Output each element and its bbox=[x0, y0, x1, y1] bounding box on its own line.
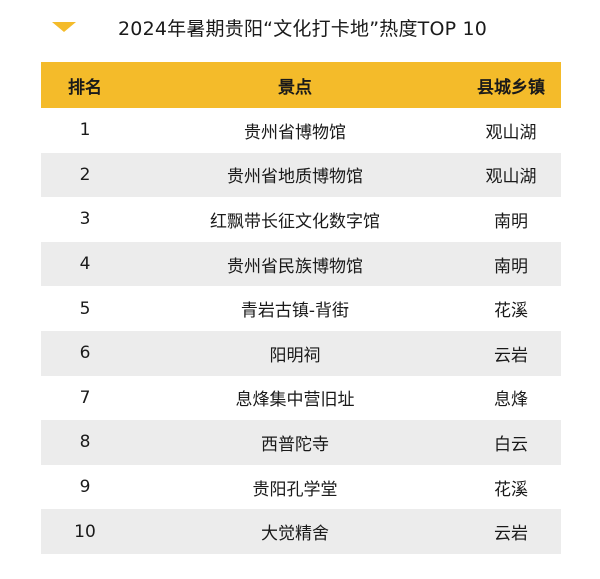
table-row: 6 阳明祠 云岩 bbox=[41, 330, 561, 376]
cell-spot: 西普陀寺 bbox=[261, 434, 329, 455]
cell-rank: 5 bbox=[79, 298, 91, 319]
cell-rank: 10 bbox=[74, 521, 96, 542]
cell-rank: 4 bbox=[79, 254, 91, 275]
table-row: 1 贵州省博物馆 观山湖 bbox=[41, 108, 561, 153]
cell-spot: 红飘带长征文化数字馆 bbox=[210, 211, 380, 232]
cell-spot: 青岩古镇-背街 bbox=[240, 301, 350, 322]
title-bar: 2024年暑期贵阳“文化打卡地”热度TOP 10 bbox=[0, 0, 600, 60]
cell-district: 息烽 bbox=[494, 390, 528, 411]
cell-spot: 贵州省民族博物馆 bbox=[227, 256, 363, 277]
cell-district: 观山湖 bbox=[485, 122, 537, 143]
triangle-marker-icon bbox=[52, 22, 76, 32]
cell-district: 云岩 bbox=[494, 345, 528, 366]
cell-spot: 大觉精舍 bbox=[261, 524, 329, 545]
table-row: 4 贵州省民族博物馆 南明 bbox=[41, 241, 561, 287]
header-district: 县城乡镇 bbox=[477, 77, 545, 98]
cell-spot: 贵阳孔学堂 bbox=[252, 479, 338, 500]
cell-district: 云岩 bbox=[494, 524, 528, 545]
cell-district: 花溪 bbox=[494, 479, 528, 500]
cell-spot: 贵州省地质博物馆 bbox=[227, 167, 363, 188]
table-row: 8 西普陀寺 白云 bbox=[41, 420, 561, 465]
cell-district: 南明 bbox=[494, 211, 528, 232]
cell-rank: 8 bbox=[79, 432, 91, 453]
cell-rank: 1 bbox=[79, 120, 91, 141]
table-row: 2 贵州省地质博物馆 观山湖 bbox=[41, 152, 561, 198]
cell-district: 花溪 bbox=[494, 301, 528, 322]
cell-district: 白云 bbox=[494, 434, 528, 455]
cell-spot: 息烽集中营旧址 bbox=[235, 390, 355, 411]
table-row: 9 贵阳孔学堂 花溪 bbox=[41, 465, 561, 510]
cell-district: 观山湖 bbox=[485, 167, 537, 188]
table-row: 3 红飘带长征文化数字馆 南明 bbox=[41, 197, 561, 242]
table-header: 排名 景点 县城乡镇 bbox=[41, 62, 561, 108]
header-spot: 景点 bbox=[278, 77, 312, 98]
cell-rank: 3 bbox=[79, 209, 91, 230]
cell-rank: 2 bbox=[79, 164, 91, 185]
cell-rank: 9 bbox=[79, 477, 91, 498]
table-row: 7 息烽集中营旧址 息烽 bbox=[41, 376, 561, 421]
ranking-table: 排名 景点 县城乡镇 1 贵州省博物馆 观山湖 2 贵州省地质博物馆 观山湖 3… bbox=[41, 62, 561, 554]
cell-spot: 贵州省博物馆 bbox=[244, 122, 346, 143]
table-row: 10 大觉精舍 云岩 bbox=[41, 509, 561, 554]
page-title: 2024年暑期贵阳“文化打卡地”热度TOP 10 bbox=[118, 18, 488, 40]
table-row: 5 青岩古镇-背街 花溪 bbox=[41, 286, 561, 331]
cell-district: 南明 bbox=[494, 256, 528, 277]
cell-rank: 6 bbox=[79, 343, 91, 364]
cell-rank: 7 bbox=[79, 387, 91, 408]
cell-spot: 阳明祠 bbox=[269, 345, 321, 366]
header-rank: 排名 bbox=[68, 77, 102, 98]
